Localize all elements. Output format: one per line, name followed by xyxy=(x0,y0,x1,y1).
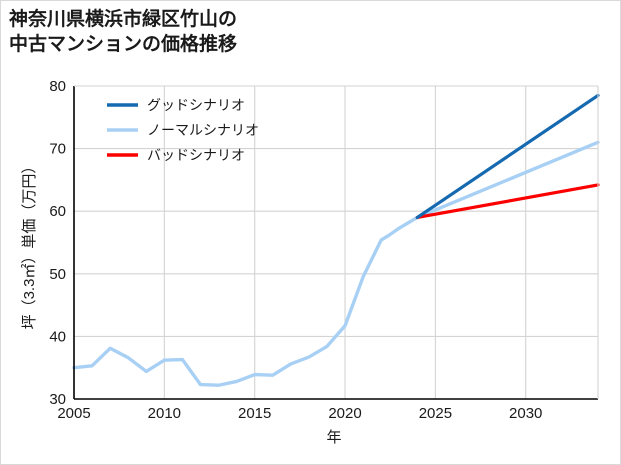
x-tick-label-2010: 2010 xyxy=(148,405,181,422)
x-tick-label-2015: 2015 xyxy=(238,405,271,422)
y-tick-label-50: 50 xyxy=(49,266,66,283)
x-tick-label-2025: 2025 xyxy=(419,405,452,422)
x-tick-label-2005: 2005 xyxy=(57,405,90,422)
legend-item-bad[interactable]: バッドシナリオ xyxy=(107,147,245,163)
series-line-normal xyxy=(72,140,600,387)
y-axis-label: 坪（3.3㎡）単価（万円） xyxy=(21,159,38,330)
axes-group xyxy=(73,85,599,400)
gridlines-group xyxy=(74,85,598,399)
legend-label-bad: バッドシナリオ xyxy=(147,147,245,163)
legend-label-good: グッドシナリオ xyxy=(147,97,245,113)
legend-item-normal[interactable]: ノーマルシナリオ xyxy=(107,122,259,138)
y-tick-label-40: 40 xyxy=(49,328,66,345)
series-group xyxy=(72,93,600,387)
y-tick-label-80: 80 xyxy=(49,78,66,95)
y-tick-label-30: 30 xyxy=(49,391,66,408)
chart-title: 神奈川県横浜市緑区竹山の 中古マンションの価格推移 xyxy=(9,9,238,56)
x-tick-labels-group: 2005 2010 2015 2020 2025 2030 xyxy=(57,405,542,422)
x-tick-label-2030: 2030 xyxy=(509,405,542,422)
y-tick-label-60: 60 xyxy=(49,203,66,220)
legend-item-good[interactable]: グッドシナリオ xyxy=(107,97,245,113)
x-axis-label: 年 xyxy=(326,429,341,446)
series-line-bad xyxy=(415,183,600,220)
y-tick-labels-group: 30 40 50 60 70 80 xyxy=(49,78,66,408)
legend-label-normal: ノーマルシナリオ xyxy=(147,122,259,138)
x-tick-label-2020: 2020 xyxy=(328,405,361,422)
y-tick-label-70: 70 xyxy=(49,141,66,158)
series-line-good xyxy=(415,93,600,220)
